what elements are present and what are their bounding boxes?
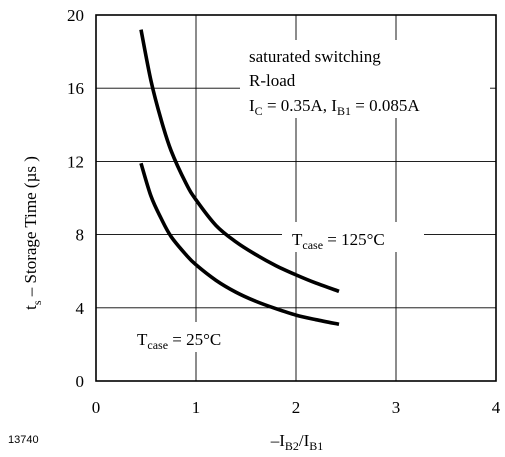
y-axis-title-main: t [21, 305, 40, 310]
series-label-25c: Tcase = 25°C [130, 322, 265, 352]
y-axis-title: ts – Storage Time (µs ) [21, 156, 44, 310]
series-label-125c-sub: case [302, 238, 323, 252]
annotation-line3: IC = 0.35A, IB1 = 0.085A [249, 96, 420, 118]
x-tick-label: 4 [492, 398, 501, 417]
series-label-125c-main: T [292, 230, 303, 249]
y-tick-label: 16 [67, 79, 84, 98]
y-tick-label: 20 [67, 6, 84, 25]
x-tick-label: 0 [92, 398, 101, 417]
x-axis-title: –IB2/IB1 [270, 431, 324, 453]
y-axis-title-rest: – Storage Time (µs ) [21, 156, 40, 300]
series-label-25c-rest: = 25°C [168, 330, 221, 349]
annotation-line2: R-load [249, 71, 296, 90]
x-tick-label: 1 [192, 398, 201, 417]
series-label-125c-rest: = 125°C [323, 230, 385, 249]
annotation-line1: saturated switching [249, 47, 381, 66]
x-tick-label: 3 [392, 398, 401, 417]
annotation-end: = 0.085A [351, 96, 420, 115]
y-tick-label: 4 [76, 299, 85, 318]
x-tick-labels: 0 1 2 3 4 [92, 398, 501, 417]
annotation-ic-sub: C [255, 104, 263, 118]
curve-tcase-25c [139, 162, 340, 327]
y-axis-title-sub: s [30, 300, 44, 305]
annotation-mid: = 0.35A, I [263, 96, 338, 115]
y-tick-label: 12 [67, 152, 84, 171]
test-conditions-annotation: saturated switching R-load IC = 0.35A, I… [240, 40, 490, 118]
y-tick-labels: 0 4 8 12 16 20 [67, 6, 85, 391]
curve-tcase-125c [139, 29, 340, 294]
x-axis-title-sub2: B1 [309, 439, 323, 453]
curves [139, 29, 340, 327]
x-axis-title-part1: –I [270, 431, 286, 450]
plot-frame [95, 14, 497, 382]
annotation-ib1-sub: B1 [337, 104, 351, 118]
svg-text:Tcase = 125°C: Tcase = 125°C [292, 230, 385, 252]
svg-text:Tcase = 25°C: Tcase = 25°C [137, 330, 221, 352]
x-tick-label: 2 [292, 398, 301, 417]
series-label-25c-sub: case [147, 338, 168, 352]
annotation-ic: I [249, 96, 255, 115]
y-tick-label: 8 [76, 226, 85, 245]
figure-id: 13740 [8, 434, 39, 446]
y-tick-label: 0 [76, 372, 85, 391]
series-label-125c: Tcase = 125°C [282, 222, 424, 252]
x-axis-title-sub1: B2 [285, 439, 299, 453]
series-label-25c-main: T [137, 330, 148, 349]
x-axis-title-part2: /I [299, 431, 310, 450]
